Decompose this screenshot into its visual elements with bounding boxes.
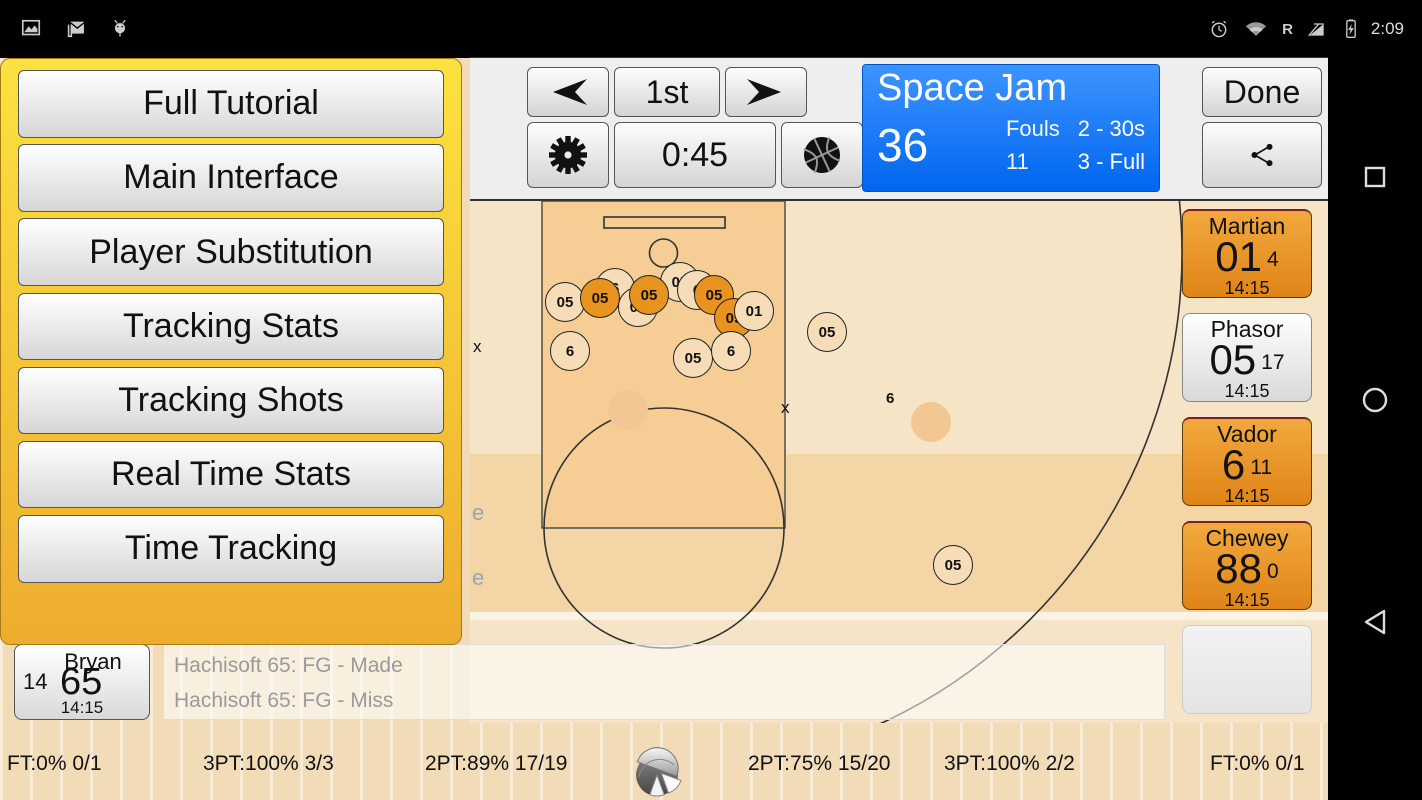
svg-text:x: x [781, 398, 790, 417]
svg-text:x: x [473, 337, 482, 356]
